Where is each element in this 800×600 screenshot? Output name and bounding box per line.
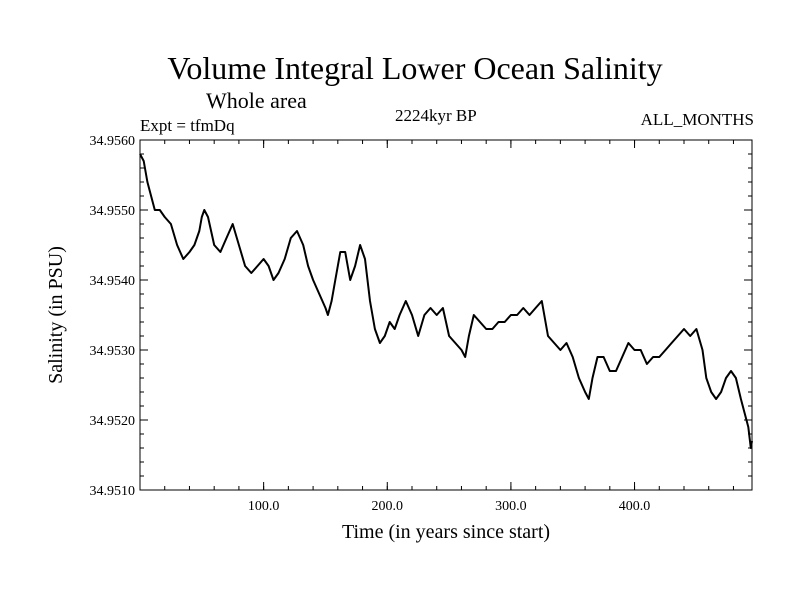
chart-subtitle: Whole area <box>206 88 307 113</box>
months-label: ALL_MONTHS <box>640 110 754 129</box>
axis-tick-labels: 34.9510 34.9520 34.9530 34.9540 34.9550 34.95… <box>90 134 651 514</box>
y-tick-label: 34.9510 <box>90 484 136 499</box>
experiment-label: Expt = tfmDq <box>140 116 235 135</box>
y-tick-label: 34.9520 <box>90 414 136 429</box>
y-tick-label: 34.9560 <box>90 134 136 149</box>
x-tick-label: 400.0 <box>619 499 651 514</box>
y-tick-label: 34.9550 <box>90 204 136 219</box>
x-tick-label: 100.0 <box>248 499 280 514</box>
y-tick-label: 34.9540 <box>90 274 136 289</box>
chart-title: Volume Integral Lower Ocean Salinity <box>167 50 663 86</box>
period-label: 2224kyr BP <box>395 106 477 125</box>
plot-frame <box>139 139 753 491</box>
x-axis-label: Time (in years since start) <box>342 521 550 543</box>
x-tick-label: 300.0 <box>495 499 527 514</box>
y-tick-label: 34.9530 <box>90 344 136 359</box>
axis-ticks <box>140 139 752 491</box>
x-tick-label: 200.0 <box>372 499 404 514</box>
series-line-salinity <box>139 153 753 449</box>
y-axis-label: Salinity (in PSU) <box>45 246 67 384</box>
